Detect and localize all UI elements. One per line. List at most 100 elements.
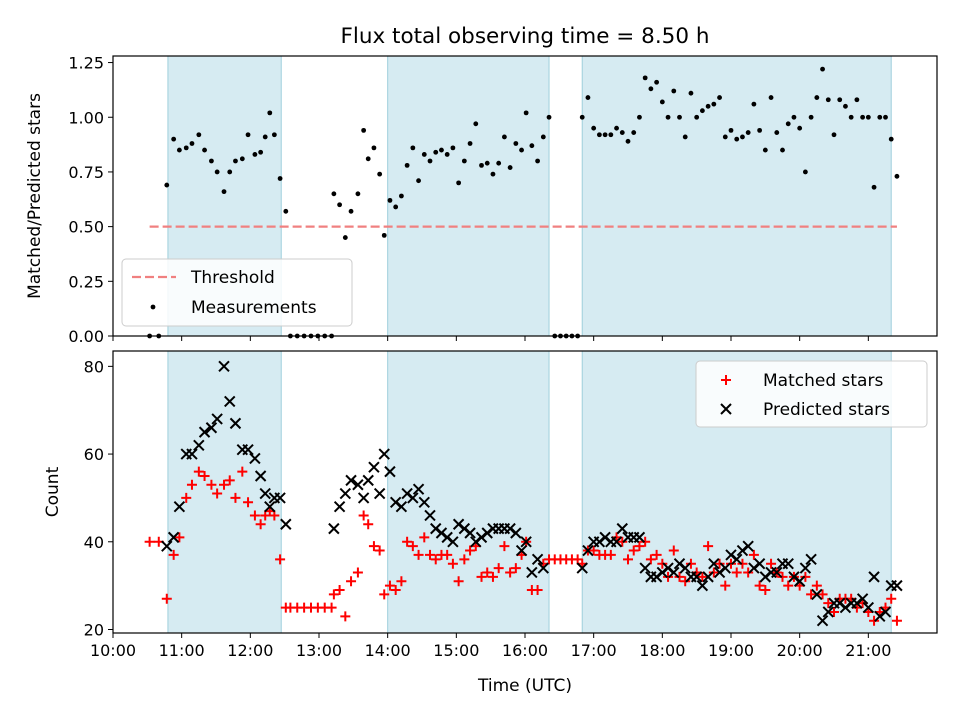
data-point — [444, 152, 450, 157]
data-point — [239, 156, 245, 162]
data-point — [171, 136, 177, 142]
data-point — [582, 544, 594, 557]
data-point — [640, 536, 651, 547]
x-tick-label: 15:00 — [433, 641, 479, 660]
data-point — [328, 589, 339, 600]
data-point — [413, 549, 424, 560]
data-point — [229, 417, 242, 430]
data-point — [487, 571, 498, 582]
data-point — [363, 519, 374, 530]
data-point — [358, 510, 369, 521]
data-point — [588, 545, 599, 556]
y-tick-label: 1.00 — [68, 108, 104, 127]
data-point — [355, 191, 361, 197]
data-point — [176, 147, 182, 153]
data-point — [249, 510, 260, 521]
data-point — [186, 479, 197, 490]
data-point — [671, 88, 677, 94]
data-point — [668, 545, 679, 556]
data-point — [202, 147, 207, 153]
data-point — [766, 558, 777, 569]
data-point — [412, 483, 425, 495]
data-point — [465, 545, 476, 556]
data-point — [407, 492, 419, 504]
data-point — [848, 114, 854, 120]
legend-label: Predicted stars — [763, 400, 890, 420]
data-point — [837, 97, 843, 103]
data-point — [811, 580, 822, 591]
series-measurements — [147, 66, 900, 339]
data-point — [433, 149, 439, 155]
data-point — [793, 575, 806, 587]
data-point — [797, 125, 803, 131]
data-point — [461, 158, 467, 164]
data-point — [726, 558, 736, 569]
data-point — [688, 90, 694, 96]
data-point — [459, 554, 470, 565]
data-point — [634, 541, 645, 552]
data-point — [198, 426, 211, 438]
data-point — [602, 132, 608, 138]
data-point — [378, 448, 390, 460]
data-point — [450, 145, 456, 151]
data-point — [507, 165, 513, 170]
shaded-interval — [387, 56, 550, 336]
data-point — [614, 125, 619, 131]
y-tick-label: 60 — [84, 445, 104, 464]
data-point — [642, 75, 648, 81]
data-point — [757, 127, 763, 133]
data-point — [869, 615, 880, 626]
data-point — [865, 114, 871, 120]
legend-box — [121, 258, 353, 327]
data-point — [891, 615, 902, 626]
data-point — [419, 532, 430, 543]
data-point — [464, 527, 476, 539]
data-point — [212, 488, 223, 499]
data-point — [209, 158, 214, 164]
data-point — [275, 554, 286, 565]
data-point — [690, 571, 703, 583]
data-point — [396, 576, 407, 587]
data-point — [181, 492, 192, 503]
data-point — [173, 500, 186, 513]
data-point — [510, 527, 522, 539]
data-point — [219, 479, 230, 490]
data-point — [395, 500, 408, 513]
data-point — [362, 474, 374, 487]
data-point — [585, 95, 591, 100]
data-point — [186, 448, 198, 460]
shaded-interval — [387, 351, 550, 633]
legend-measurements-swatch — [150, 304, 156, 310]
data-point — [224, 475, 235, 486]
data-point — [814, 95, 820, 100]
data-point — [269, 510, 280, 521]
legend-predicted-swatch — [720, 403, 732, 415]
data-point — [274, 492, 286, 504]
data-point — [811, 588, 823, 601]
data-point — [742, 540, 754, 552]
data-point — [535, 158, 540, 164]
data-point — [633, 531, 646, 544]
data-point — [579, 114, 585, 120]
data-point — [447, 558, 458, 569]
data-point — [384, 580, 395, 591]
data-point — [860, 114, 866, 120]
legend: Threshold Measurements — [121, 258, 353, 327]
data-point — [255, 519, 266, 530]
data-point — [894, 173, 900, 179]
data-point — [720, 580, 731, 591]
data-point — [856, 593, 869, 605]
data-point — [762, 147, 768, 153]
data-point — [237, 466, 248, 477]
data-point — [439, 147, 444, 153]
data-point — [174, 532, 185, 543]
x-tick-label: 13:00 — [296, 641, 342, 660]
data-point — [540, 134, 546, 140]
data-point — [731, 553, 743, 566]
data-point — [820, 66, 825, 72]
data-point — [496, 160, 502, 166]
axes-frame — [112, 350, 938, 634]
data-point — [277, 176, 283, 181]
data-point — [373, 487, 386, 500]
data-point — [854, 97, 860, 103]
